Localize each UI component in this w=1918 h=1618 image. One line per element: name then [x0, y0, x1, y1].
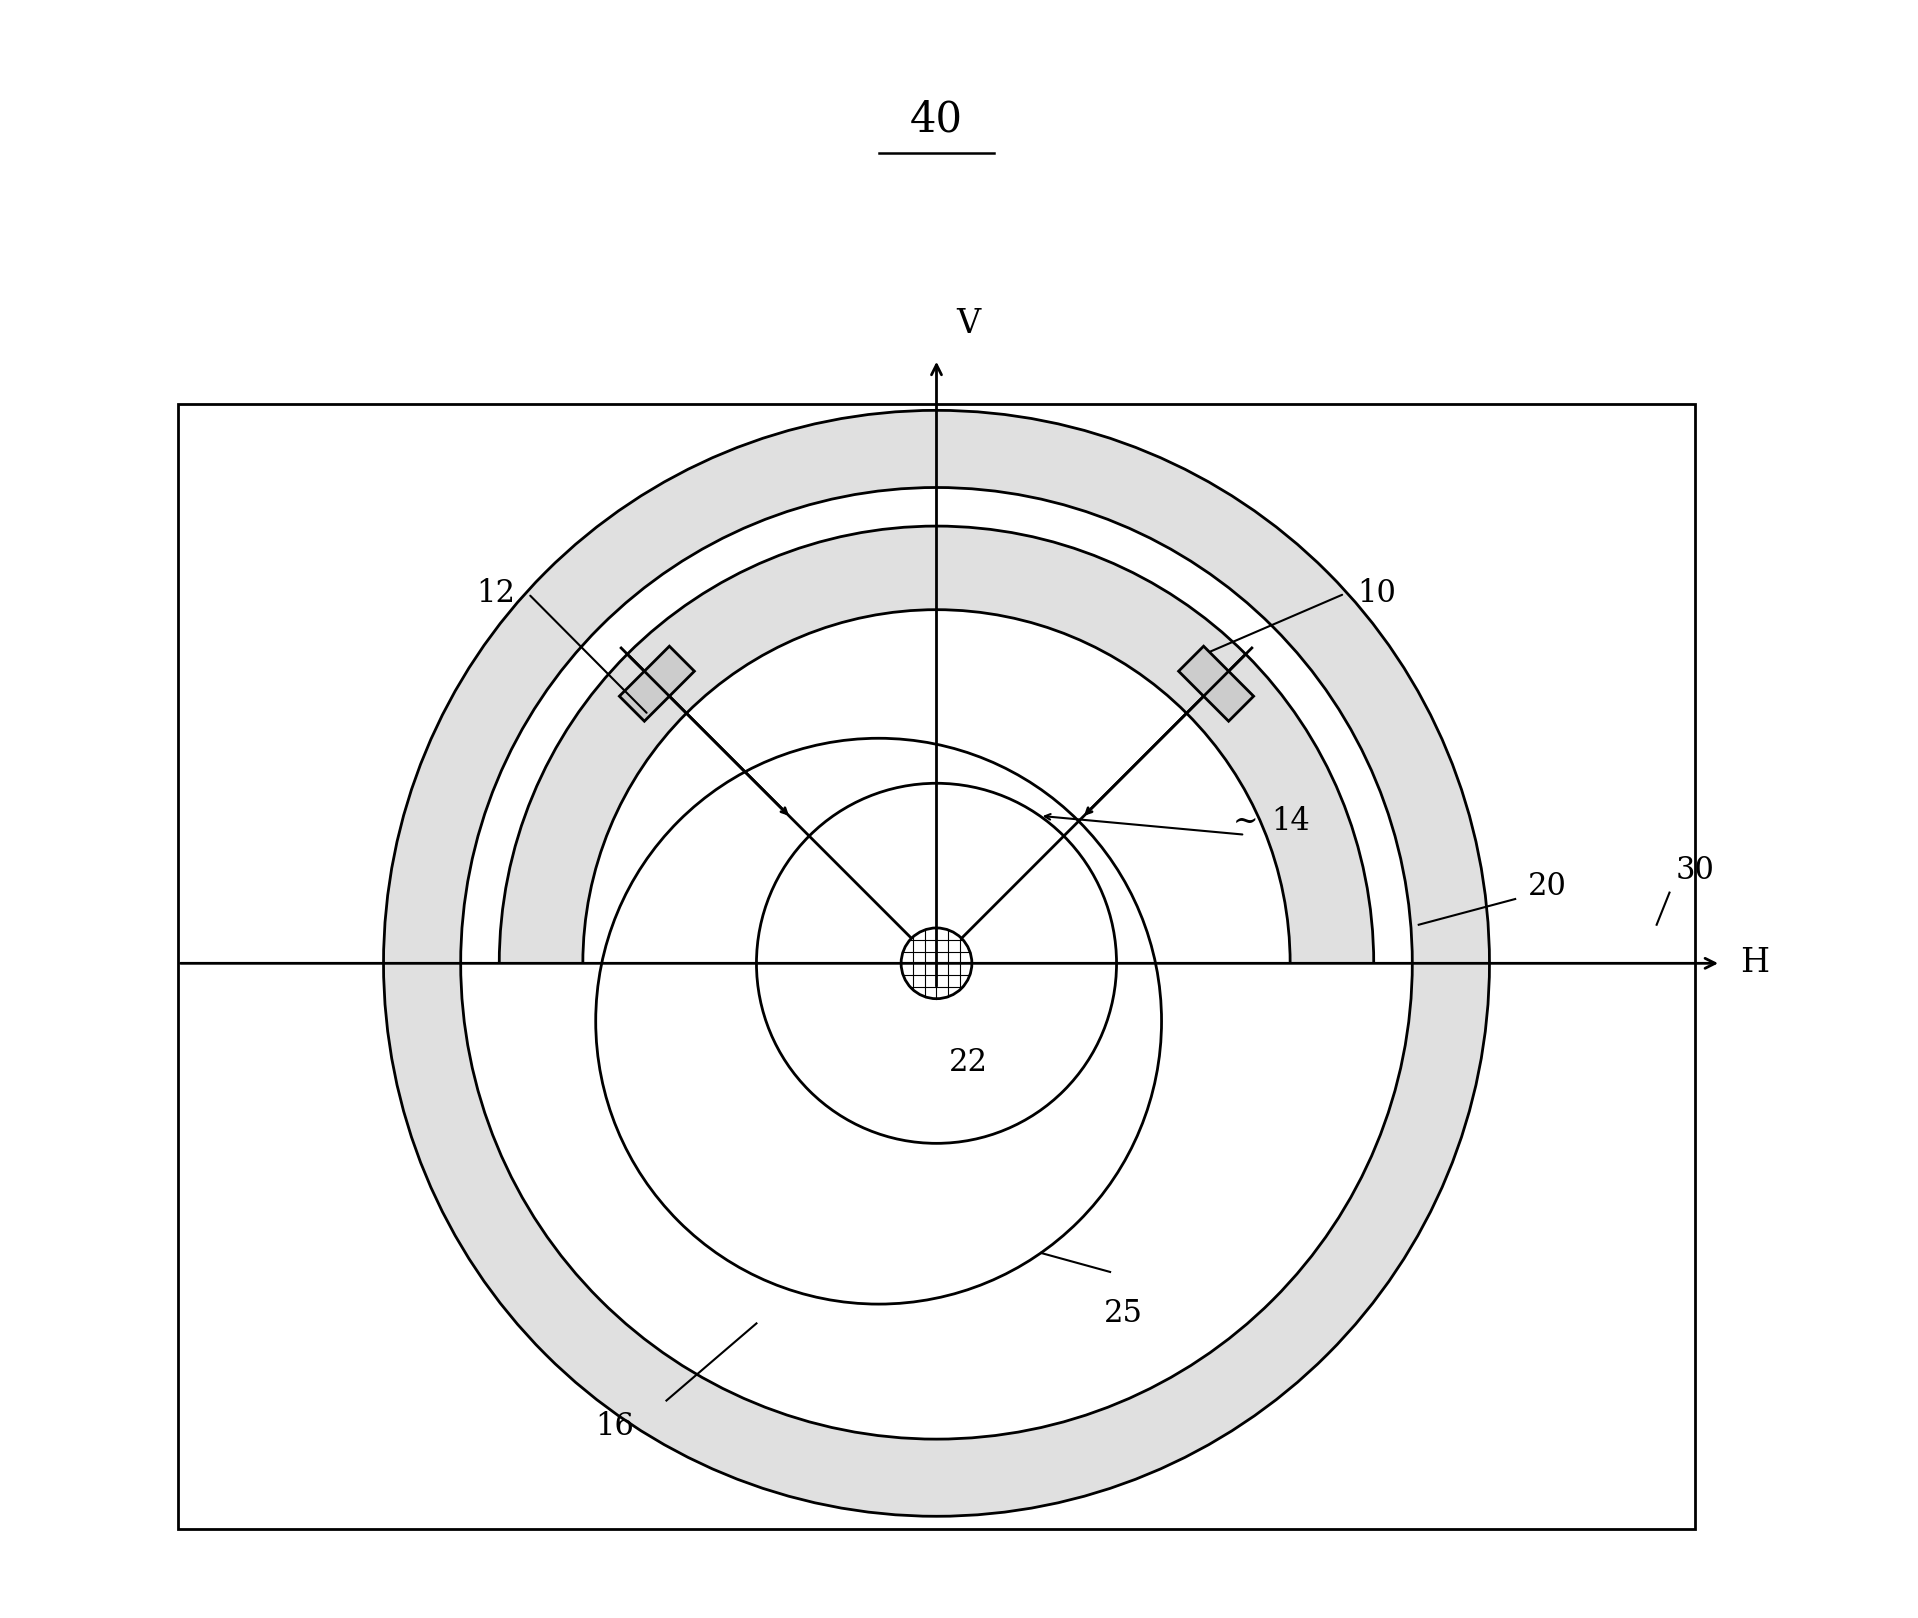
Text: 12: 12	[476, 578, 516, 610]
Polygon shape	[1178, 646, 1254, 722]
Text: 25: 25	[1103, 1298, 1143, 1328]
Circle shape	[901, 929, 972, 998]
Text: ~: ~	[1233, 806, 1258, 838]
Text: 30: 30	[1676, 856, 1715, 887]
Text: 22: 22	[949, 1047, 988, 1078]
Text: 10: 10	[1358, 578, 1396, 610]
Text: V: V	[955, 307, 980, 340]
Polygon shape	[384, 411, 1490, 1516]
Text: 20: 20	[1529, 870, 1567, 901]
Text: 14: 14	[1272, 806, 1310, 838]
Bar	[178, 404, 1696, 1529]
Text: 16: 16	[596, 1411, 635, 1442]
Polygon shape	[499, 526, 1373, 963]
Text: H: H	[1740, 947, 1768, 979]
Polygon shape	[620, 646, 694, 722]
Text: 40: 40	[909, 99, 963, 141]
